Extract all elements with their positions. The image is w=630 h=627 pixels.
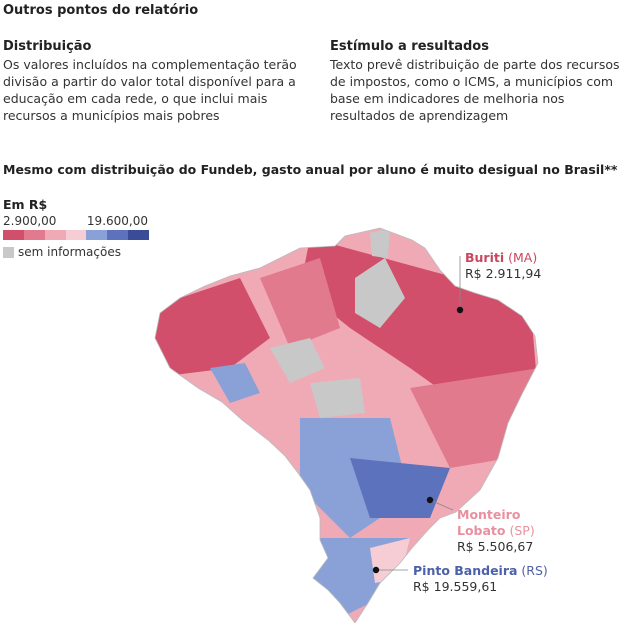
pinto-bandeira-state: (RS) [521, 563, 548, 578]
results-text: Texto prevê distribuição de parte dos re… [330, 57, 620, 123]
buriti-state: (MA) [508, 250, 538, 265]
legend-title: Em R$ [3, 197, 48, 212]
region-amazonas-west [155, 278, 270, 378]
callout-monteiro-lobato: Monteiro Lobato (SP) R$ 5.506,67 [457, 507, 535, 555]
buriti-marker [456, 306, 464, 314]
legend-swatch-3 [44, 230, 66, 240]
callout-buriti: Buriti (MA) R$ 2.911,94 [465, 250, 541, 282]
region-no-data-amazonas [270, 338, 325, 383]
monteiro-lobato-value: R$ 5.506,67 [457, 539, 534, 554]
monteiro-lobato-name-line2: Lobato [457, 523, 506, 538]
monteiro-lobato-name-line1: Monteiro [457, 507, 521, 522]
region-no-data-para [355, 258, 405, 328]
pinto-bandeira-name: Pinto Bandeira [413, 563, 518, 578]
distribution-text: Os valores incluídos na complementação t… [3, 57, 297, 123]
pinto-bandeira-value: R$ 19.559,61 [413, 579, 498, 594]
map-title: Mesmo com distribuição do Fundeb, gasto … [3, 162, 618, 177]
legend-max-label: 19.600,00 [86, 214, 148, 228]
region-southeast [350, 458, 450, 518]
section-title: Outros pontos do relatório [3, 3, 199, 18]
callout-pinto-bandeira: Pinto Bandeira (RS) R$ 19.559,61 [413, 563, 548, 595]
legend-swatch-5 [86, 230, 108, 240]
region-no-data-mato-grosso [310, 378, 365, 418]
legend-swatch-6 [107, 230, 129, 240]
monteiro-lobato-marker [426, 496, 434, 504]
results-column: Estímulo a resultados Texto prevê distri… [330, 38, 630, 124]
region-no-data-amapa [370, 228, 390, 258]
pinto-bandeira-marker [372, 566, 380, 574]
legend-min-label: 2.900,00 [3, 214, 57, 228]
legend-swatch-7 [128, 230, 150, 240]
distribution-column: Distribuição Os valores incluídos na com… [3, 38, 303, 124]
brazil-choropleth-map [154, 227, 539, 623]
legend-no-data: sem informações [3, 245, 149, 259]
legend-swatch-2 [23, 230, 45, 240]
monteiro-lobato-state: (SP) [509, 523, 535, 538]
buriti-name: Buriti [465, 250, 505, 265]
region-acre-rondonia [210, 363, 260, 403]
distribution-heading: Distribuição [3, 39, 92, 54]
legend-swatch-1 [3, 230, 24, 240]
results-heading: Estímulo a resultados [330, 39, 489, 54]
monteiro-lobato-leader-line [429, 499, 454, 511]
legend-swatch-4 [65, 230, 87, 240]
no-data-swatch [3, 246, 14, 258]
legend-color-ramp [3, 230, 150, 240]
no-data-label: sem informações [18, 245, 121, 259]
buriti-value: R$ 2.911,94 [465, 266, 542, 281]
map-legend: Em R$ 2.900,00 19.600,00 sem informações [3, 197, 150, 259]
legend-ticks: 2.900,00 19.600,00 [3, 214, 148, 228]
region-amazonas-central [260, 258, 340, 348]
